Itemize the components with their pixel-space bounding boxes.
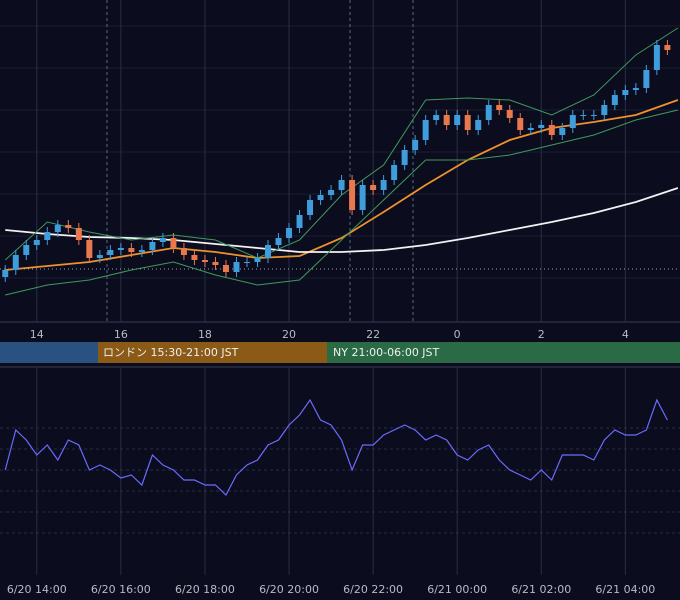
candle-body (180, 248, 187, 255)
x-tick-label: 18 (198, 328, 212, 341)
london-session (98, 342, 327, 363)
candle-body (422, 120, 429, 140)
x-tick-label: 0 (454, 328, 461, 341)
x-tick-label: 6/21 04:00 (595, 583, 655, 596)
candle-body (580, 115, 587, 116)
candle-body (107, 250, 114, 255)
oscillator-line (4, 398, 668, 496)
candle-body (149, 242, 156, 250)
candle-body (391, 165, 398, 180)
x-tick-label: 14 (30, 328, 44, 341)
candle-body (611, 95, 618, 105)
candle-body (44, 232, 51, 240)
candle-body (33, 240, 40, 245)
candle-body (548, 125, 555, 135)
ny-session (327, 342, 680, 363)
candle-body (538, 125, 545, 128)
candle-body (475, 120, 482, 130)
candle-body (212, 262, 219, 265)
candle-body (317, 195, 324, 200)
candle-body (601, 105, 608, 115)
candle-body (506, 110, 513, 118)
x-tick-label: 20 (282, 328, 296, 341)
x-tick-label: 4 (622, 328, 629, 341)
candle-body (54, 225, 61, 232)
candle-body (401, 150, 408, 165)
candle-body (517, 118, 524, 130)
candle-body (243, 262, 250, 263)
x-tick-label: 6/20 14:00 (7, 583, 67, 596)
candle-body (159, 238, 166, 242)
candle-body (496, 105, 503, 110)
x-tick-label: 2 (538, 328, 545, 341)
session-label: NY 21:00-06:00 JST (333, 346, 440, 359)
x-tick-label: 6/21 02:00 (511, 583, 571, 596)
candle-body (2, 270, 9, 277)
candle-body (75, 228, 82, 240)
candle-body (96, 255, 103, 258)
candle-body (454, 115, 461, 125)
candle-body (359, 185, 366, 210)
candle-body (338, 180, 345, 190)
candle-body (370, 185, 377, 190)
candle-body (275, 238, 282, 245)
candle-body (86, 240, 93, 258)
candle-body (201, 260, 208, 262)
session-label: ロンドン 15:30-21:00 JST (103, 346, 239, 359)
osc-grid (0, 427, 680, 534)
candle-body (296, 215, 303, 228)
candle-body (128, 248, 135, 252)
candle-body (65, 225, 72, 228)
tokyo-session (0, 342, 98, 363)
candle-body (632, 88, 639, 90)
candle-body (527, 128, 534, 130)
candle-body (286, 228, 293, 238)
candle-body (12, 255, 19, 270)
candle-body (349, 180, 356, 210)
candle-body (265, 245, 272, 258)
candle-body (622, 90, 629, 95)
candle-body (380, 180, 387, 190)
candle-body (412, 140, 419, 150)
candle-body (464, 115, 471, 130)
candle-body (433, 115, 440, 120)
indicator-line (5, 109, 679, 296)
x-tick-label: 6/21 00:00 (427, 583, 487, 596)
candle-body (254, 258, 261, 262)
candle-body (222, 265, 229, 272)
candle-body (191, 255, 198, 260)
candle-body (569, 115, 576, 128)
candle-body (23, 245, 30, 255)
x-tick-label: 6/20 20:00 (259, 583, 319, 596)
candle-body (664, 45, 671, 50)
candle-body (443, 115, 450, 125)
candle-body (117, 248, 124, 250)
candle-body (138, 250, 145, 252)
x-tick-label: 6/20 22:00 (343, 583, 403, 596)
candle-body (653, 45, 660, 70)
candle-body (170, 238, 177, 248)
candle-body (559, 128, 566, 135)
candle-body (485, 105, 492, 120)
main-grid (0, 25, 680, 279)
indicator-line (5, 99, 679, 271)
candle-body (643, 70, 650, 88)
x-tick-label: 16 (114, 328, 128, 341)
x-tick-label: 22 (366, 328, 380, 341)
candle-body (328, 190, 335, 195)
candle-body (590, 115, 597, 116)
x-tick-label: 6/20 16:00 (91, 583, 151, 596)
x-tick-label: 6/20 18:00 (175, 583, 235, 596)
candle-body (233, 262, 240, 272)
candle-body (307, 200, 314, 215)
